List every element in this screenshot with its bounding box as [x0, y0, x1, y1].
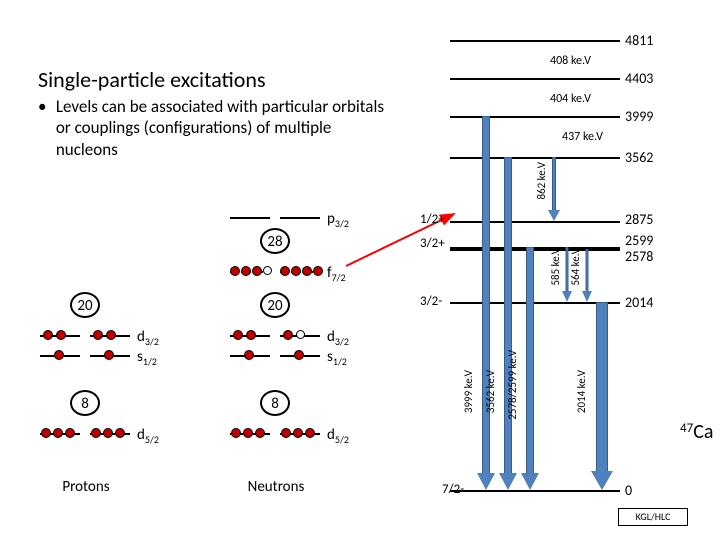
bullet-text: Levels can be associated with particular…	[56, 96, 396, 160]
magic-number-8: 8	[70, 390, 100, 416]
jpi-3_2p: 3/2+	[420, 236, 445, 251]
label-4403: 4403	[625, 70, 653, 87]
g585: 585 ke.V	[549, 248, 562, 286]
level-3999	[450, 116, 620, 118]
credits-box: KGL/HLC	[618, 508, 688, 526]
g3562: 3562 ke.V	[484, 370, 497, 413]
g2578_2599: 2578/2599 ke.V	[506, 350, 519, 420]
arrow-862	[548, 157, 560, 221]
t408: 408 ke.V	[550, 54, 591, 68]
bullet-dot: •	[38, 96, 52, 117]
level-scheme: 4811 4403 3999 3562 2875 2599 2578 2014 …	[420, 40, 710, 520]
t404: 404 ke.V	[550, 92, 591, 106]
arrow-3562	[500, 157, 516, 490]
g3999: 3999 ke.V	[462, 370, 475, 413]
level-4811	[450, 40, 620, 42]
g2014: 2014 ke.V	[575, 370, 588, 413]
level-4403	[450, 78, 620, 80]
g862: 862 ke.V	[535, 162, 548, 200]
jpi-7_2m: 7/2-	[442, 482, 464, 497]
label-3562: 3562	[625, 149, 653, 166]
magic-number-20: 20	[70, 292, 100, 318]
arrow-2014	[592, 302, 612, 490]
arrow-3999	[478, 116, 494, 490]
magic-number-20-n: 20	[260, 292, 290, 318]
arrow-564	[582, 249, 592, 302]
label-2014: 2014	[625, 294, 653, 311]
label-3999: 3999	[625, 108, 653, 125]
label-2599: 2599	[625, 232, 653, 249]
magic-number-8-n: 8	[260, 390, 290, 416]
g564: 564 ke.V	[569, 248, 582, 286]
protons-label: Protons	[36, 478, 136, 496]
level-3562	[450, 157, 620, 159]
isotope-label: 47Ca	[680, 420, 713, 444]
level-2875	[450, 221, 620, 223]
t437: 437 ke.V	[562, 130, 603, 144]
level-0	[450, 490, 620, 492]
arrow-2578-2599	[522, 247, 538, 490]
magic-number-28: 28	[260, 228, 290, 254]
slide-title: Single-particle excitations	[38, 66, 266, 93]
label-0: 0	[625, 482, 632, 499]
jpi-1_2p: 1/2+	[420, 212, 445, 227]
jpi-3_2m: 3/2-	[420, 294, 442, 309]
label-2578: 2578	[625, 248, 653, 265]
label-2875: 2875	[625, 211, 653, 228]
bullet-item: • Levels can be associated with particul…	[38, 96, 398, 160]
shell-diagram: 20 d3/2 s1/2 8 d5/2 p3/2	[30, 230, 430, 510]
label-4811: 4811	[625, 32, 653, 49]
neutrons-label: Neutrons	[226, 478, 326, 496]
